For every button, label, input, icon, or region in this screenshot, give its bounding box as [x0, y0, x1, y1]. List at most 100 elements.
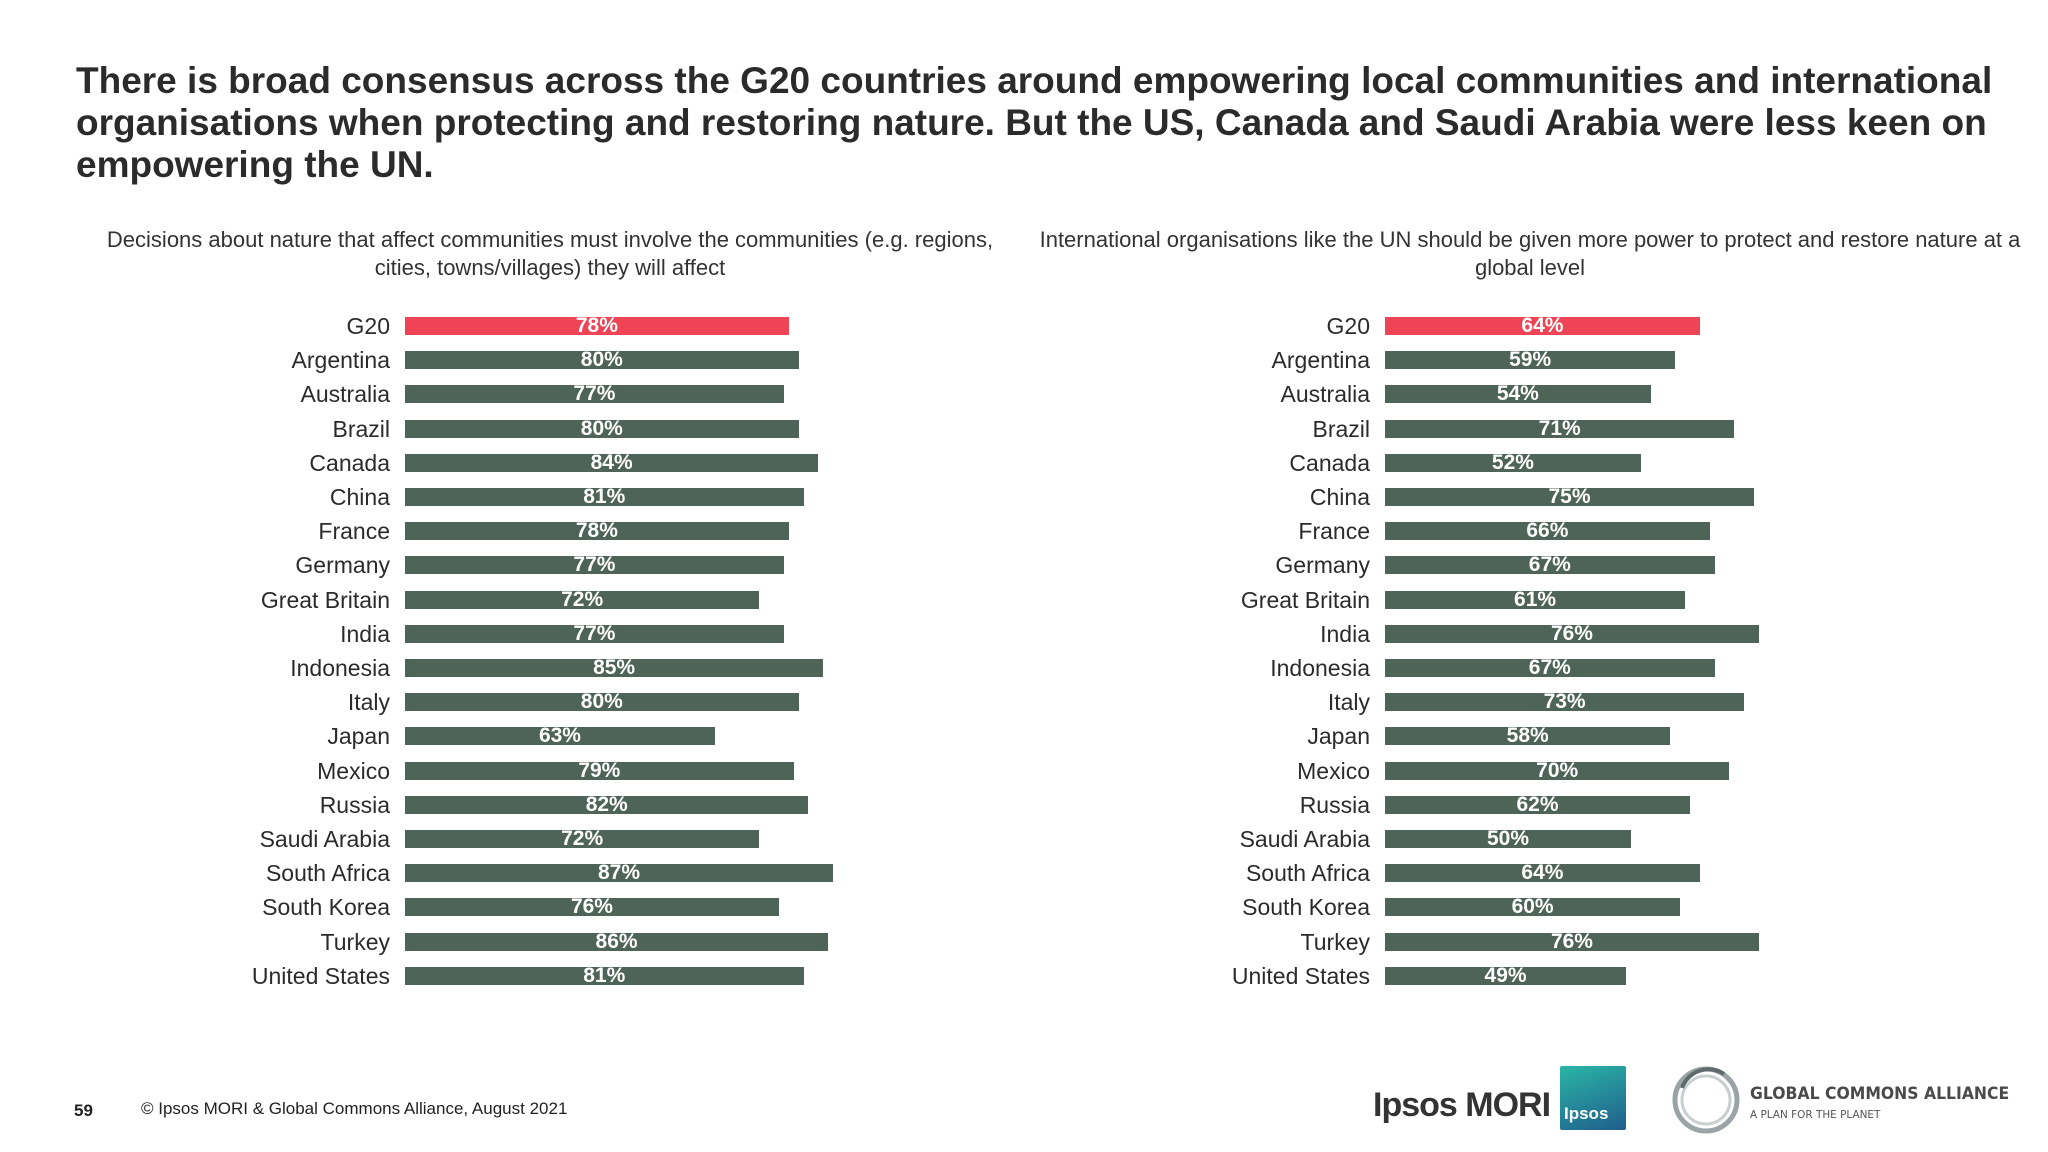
category-label: China [329, 484, 390, 510]
bar-track: 76% [1385, 931, 1759, 952]
bar [1385, 659, 1715, 677]
bar-value-label: 73% [1543, 690, 1586, 714]
category-label: Russia [1299, 791, 1370, 818]
bar-row: Germany 67% [1070, 548, 1970, 582]
bar-track: 76% [405, 895, 779, 919]
bar [1385, 351, 1676, 370]
bar-value-label: 76% [570, 895, 613, 919]
page-title: There is broad consensus across the G20 … [76, 60, 1993, 185]
bar [405, 385, 784, 404]
bar-track: 67% [1385, 656, 1715, 679]
category-label: Mexico [1297, 757, 1370, 784]
bar-track: 71% [1385, 416, 1735, 440]
bar-row: Russia 62% [1070, 788, 1970, 822]
category-label: Russia [319, 791, 390, 818]
ipsos-logo-icon: Ipsos [1560, 1066, 1626, 1130]
bar-value-label: 61% [1514, 587, 1557, 611]
category-label: Brazil [1312, 415, 1370, 442]
bar [1385, 898, 1681, 917]
bar-value-label: 81% [583, 485, 626, 508]
bar-row: Argentina 80% [90, 343, 990, 377]
bar-value-label: 70% [1536, 758, 1579, 782]
bar-track: 64% [1385, 862, 1700, 883]
bar-row: China 75% [1070, 480, 1970, 514]
bar-track: 50% [1385, 828, 1631, 849]
bar-row: Australia 54% [1070, 377, 1970, 411]
bar-row: Turkey 76% [1070, 925, 1970, 959]
bar-track: 77% [405, 554, 784, 575]
bar-track: 77% [405, 383, 784, 404]
category-label: India [340, 620, 390, 647]
bar [1385, 453, 1641, 472]
category-label: Germany [295, 552, 390, 579]
chart-title: International organisations like the UN … [1039, 227, 2021, 280]
bar-value-label: 79% [578, 758, 621, 782]
bar-track: 80% [405, 416, 799, 440]
bar-row: Brazil 71% [1070, 412, 1970, 446]
bar-value-label: 49% [1484, 963, 1527, 987]
bar-value-label: 78% [575, 519, 618, 543]
bar [405, 864, 834, 883]
bar-row: Turkey 86% [90, 925, 990, 959]
category-label: Great Britain [260, 586, 390, 613]
bar-track: 81% [405, 965, 804, 986]
bar [405, 761, 794, 780]
bar-value-label: 63% [538, 724, 581, 748]
bar [405, 795, 809, 814]
bar [1385, 385, 1651, 404]
bar [405, 727, 715, 746]
bar-track: 85% [405, 656, 824, 679]
category-label: South Africa [265, 860, 390, 887]
bar-track: 52% [1385, 452, 1641, 473]
bar-value-label: 71% [1538, 416, 1581, 440]
chart-title: Decisions about nature that affect commu… [106, 227, 994, 280]
bar-track: 49% [1385, 963, 1627, 987]
bar [1385, 317, 1700, 335]
bar-value-label: 60% [1511, 895, 1554, 919]
bar-track: 66% [1385, 520, 1710, 541]
bar-row: G20 78% [90, 309, 990, 343]
bar [405, 488, 804, 506]
bar-track: 59% [1385, 348, 1676, 372]
category-label: G20 [1326, 313, 1370, 339]
bar-track: 78% [405, 519, 789, 543]
bar [405, 624, 784, 643]
bar-row: Japan 58% [1070, 719, 1970, 753]
bar-row: Saudi Arabia 72% [90, 822, 990, 856]
bar-value-label: 67% [1528, 553, 1571, 577]
bar-track: 60% [1385, 895, 1681, 919]
category-label: Australia [1280, 381, 1370, 408]
bar-value-label: 54% [1496, 382, 1539, 406]
bar-track: 80% [405, 348, 799, 372]
bar [1385, 966, 1627, 985]
bar [405, 590, 760, 609]
ipsos-logo-text: Ipsos [1564, 1104, 1609, 1123]
bar-value-label: 80% [580, 690, 623, 714]
category-label: Indonesia [290, 655, 390, 681]
bar-value-label: 59% [1509, 348, 1552, 372]
bar [1385, 932, 1759, 951]
bar [1385, 590, 1686, 609]
bar-track: 87% [405, 862, 834, 883]
bar-value-label: 80% [580, 416, 623, 440]
bar [1385, 795, 1691, 814]
bar-track: 72% [405, 587, 760, 611]
bar [405, 898, 779, 917]
bar-value-label: 72% [561, 587, 604, 611]
bar-row: Italy 73% [1070, 685, 1970, 719]
bar-row: Indonesia 85% [90, 651, 990, 685]
bar [405, 556, 784, 575]
category-label: Italy [1327, 689, 1370, 716]
bar-row: Japan 63% [90, 719, 990, 753]
bar-track: 76% [1385, 623, 1759, 644]
global-commons-tagline: A PLAN FOR THE PLANET [1750, 1108, 1881, 1121]
bar-row: Australia 77% [90, 377, 990, 411]
bar-track: 67% [1385, 553, 1715, 577]
bar-row: Saudi Arabia 50% [1070, 822, 1970, 856]
bar-value-label: 80% [580, 348, 623, 372]
category-label: Australia [300, 381, 390, 408]
bar-value-label: 85% [593, 656, 636, 679]
bar-row: Italy 80% [90, 685, 990, 719]
bar-value-label: 67% [1528, 656, 1571, 679]
bar-track: 77% [405, 623, 784, 644]
